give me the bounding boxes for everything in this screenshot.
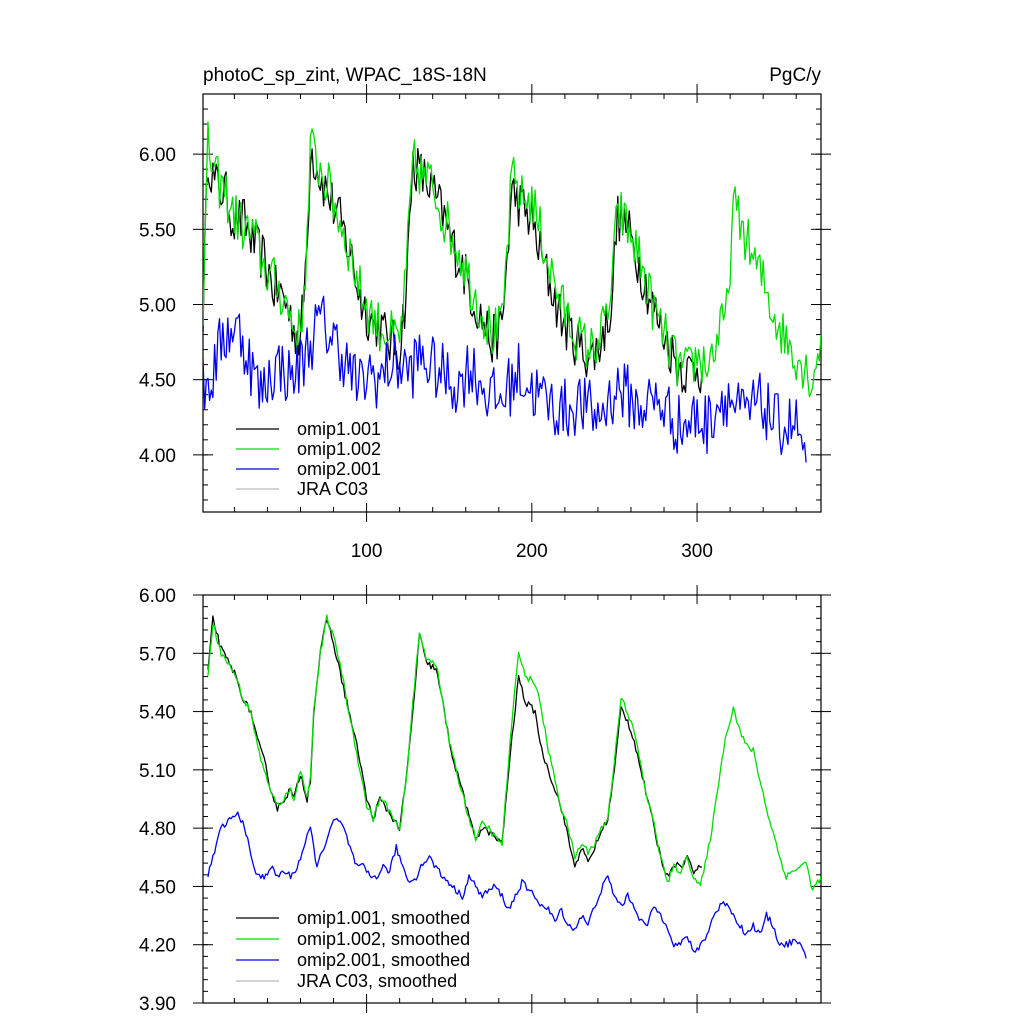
y-tick-label: 4.20 — [139, 936, 176, 957]
x-tick-label: 200 — [516, 541, 548, 562]
y-tick-label: 4.00 — [139, 446, 176, 467]
series-line-omip1-001-smoothed — [207, 615, 703, 877]
y-tick-label: 4.50 — [139, 371, 176, 392]
legend-label: JRA C03 — [297, 479, 368, 499]
y-tick-label: 5.10 — [139, 761, 176, 782]
y-tick-label: 4.50 — [139, 877, 176, 898]
x-tick-label: 300 — [681, 541, 713, 562]
units-label: PgC/y — [769, 65, 821, 86]
legend-label: omip1.001 — [297, 419, 381, 439]
series-line-omip1-001 — [203, 148, 703, 394]
y-tick-label: 3.90 — [139, 994, 176, 1015]
plot-frame — [202, 594, 822, 1004]
legend-label: omip1.001, smoothed — [297, 908, 470, 928]
legend-label: omip2.001 — [297, 459, 381, 479]
x-tick-label: 100 — [351, 541, 383, 562]
series-line-omip2-001-smoothed — [207, 811, 807, 959]
y-tick-label: 6.00 — [139, 145, 176, 166]
y-tick-label: 6.00 — [139, 586, 176, 607]
series-line-omip2-001 — [203, 295, 807, 463]
legend-label: omip2.001, smoothed — [297, 950, 470, 970]
series-line-omip1-002-smoothed — [207, 614, 821, 891]
chart-panel-2: 3.90 4.20 4.50 4.80 5.10 5.40 5.70 6.00 omip1.00… — [139, 585, 831, 1015]
plot-frame — [202, 93, 822, 513]
legend-label: omip1.002 — [297, 439, 381, 459]
series-line-omip1-002 — [203, 121, 821, 398]
chart-panel-1: 100 200 300 4.00 4.50 5.00 5.50 6.00 photoC_sp_z… — [139, 65, 831, 562]
y-tick-label: 5.40 — [139, 703, 176, 724]
y-tick-label: 5.00 — [139, 296, 176, 317]
y-tick-label: 4.80 — [139, 819, 176, 840]
y-tick-label: 5.70 — [139, 644, 176, 665]
chart-title: photoC_sp_zint, WPAC_18S-18N — [203, 65, 487, 86]
y-tick-label: 5.50 — [139, 220, 176, 241]
legend-label: JRA C03, smoothed — [297, 971, 457, 991]
legend-label: omip1.002, smoothed — [297, 929, 470, 949]
